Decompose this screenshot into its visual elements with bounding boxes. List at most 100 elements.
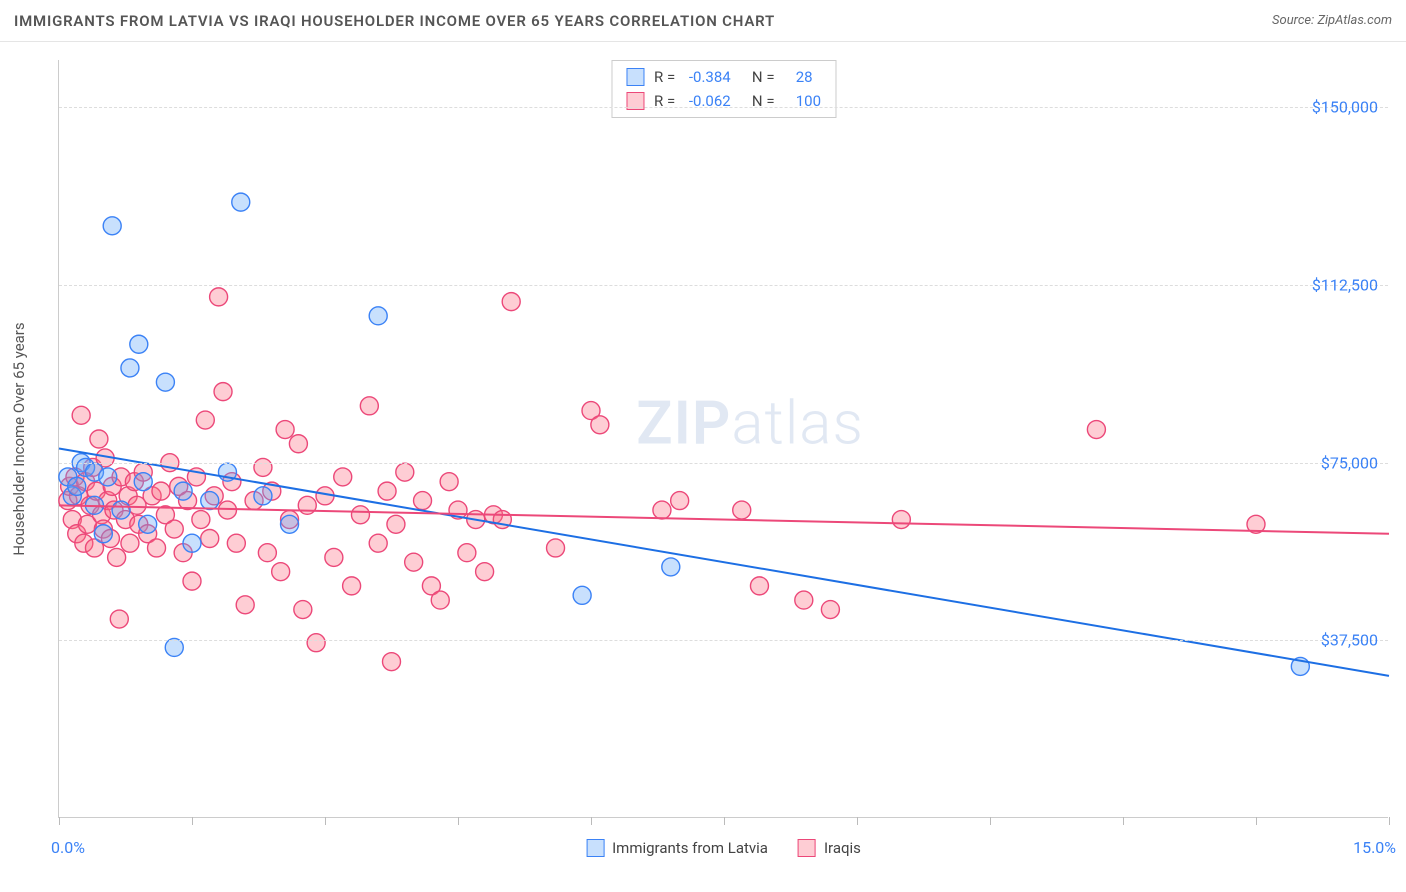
x-tick — [591, 817, 592, 825]
data-point — [821, 601, 839, 619]
data-point — [396, 463, 414, 481]
data-point — [360, 397, 378, 415]
data-point — [653, 501, 671, 519]
chart-title: IMMIGRANTS FROM LATVIA VS IRAQI HOUSEHOL… — [14, 12, 775, 30]
legend-item: Immigrants from Latvia — [586, 839, 768, 857]
data-point — [201, 529, 219, 547]
data-point — [733, 501, 751, 519]
data-point — [130, 335, 148, 353]
data-point — [174, 482, 192, 500]
stat-r-label: R = — [654, 65, 679, 89]
source-name: ZipAtlas.com — [1317, 13, 1392, 28]
data-point — [591, 416, 609, 434]
gridline — [59, 463, 1388, 464]
data-point — [547, 539, 565, 557]
data-point — [121, 359, 139, 377]
data-point — [334, 468, 352, 486]
data-point — [671, 492, 689, 510]
stat-n-label: N = — [741, 89, 779, 113]
data-point — [148, 539, 166, 557]
data-point — [458, 544, 476, 562]
legend-label: Immigrants from Latvia — [612, 839, 768, 857]
data-point — [440, 473, 458, 491]
data-point — [383, 653, 401, 671]
x-tick — [192, 817, 193, 825]
legend-label: Iraqis — [824, 839, 861, 857]
data-point — [1087, 421, 1105, 439]
data-point — [254, 458, 272, 476]
data-point — [139, 515, 157, 533]
data-point — [165, 520, 183, 538]
data-point — [192, 511, 210, 529]
y-axis-title: Householder Income Over 65 years — [10, 322, 28, 555]
data-point — [369, 307, 387, 325]
legend-swatch — [626, 68, 644, 86]
x-tick — [59, 817, 60, 825]
data-point — [343, 577, 361, 595]
x-tick — [1256, 817, 1257, 825]
data-point — [134, 473, 152, 491]
source-prefix: Source: — [1272, 13, 1317, 28]
gridline — [59, 285, 1388, 286]
stat-n-label: N = — [741, 65, 779, 89]
x-tick — [990, 817, 991, 825]
y-tick-label: $112,500 — [1312, 276, 1378, 295]
stats-row: R = -0.062 N = 100 — [626, 89, 821, 113]
data-point — [254, 487, 272, 505]
data-point — [103, 217, 121, 235]
data-point — [227, 534, 245, 552]
x-tick — [458, 817, 459, 825]
data-point — [99, 468, 117, 486]
data-point — [236, 596, 254, 614]
legend-swatch — [586, 839, 604, 857]
data-point — [108, 548, 126, 566]
data-point — [369, 534, 387, 552]
stat-r-label: R = — [654, 89, 679, 113]
data-point — [289, 435, 307, 453]
data-point — [112, 501, 130, 519]
data-point — [156, 373, 174, 391]
x-axis-min-label: 0.0% — [51, 838, 85, 857]
y-tick-label: $75,000 — [1321, 453, 1378, 472]
data-point — [94, 525, 112, 543]
x-tick — [857, 817, 858, 825]
data-point — [210, 288, 228, 306]
legend-swatch — [798, 839, 816, 857]
data-point — [387, 515, 405, 533]
data-point — [276, 421, 294, 439]
x-tick — [325, 817, 326, 825]
data-point — [68, 477, 86, 495]
data-point — [378, 482, 396, 500]
data-point — [662, 558, 680, 576]
trend-line — [59, 505, 1389, 533]
data-point — [218, 501, 236, 519]
chart-plot-area: Householder Income Over 65 years ZIPatla… — [58, 60, 1388, 818]
data-point — [152, 482, 170, 500]
data-point — [431, 591, 449, 609]
data-point — [201, 492, 219, 510]
data-point — [214, 383, 232, 401]
data-point — [750, 577, 768, 595]
data-point — [325, 548, 343, 566]
data-point — [795, 591, 813, 609]
x-tick — [724, 817, 725, 825]
data-point — [307, 634, 325, 652]
data-point — [110, 610, 128, 628]
data-point — [405, 553, 423, 571]
data-point — [72, 406, 90, 424]
data-point — [294, 601, 312, 619]
data-point — [414, 492, 432, 510]
data-point — [183, 534, 201, 552]
data-point — [121, 534, 139, 552]
stat-r-value: -0.062 — [689, 89, 731, 113]
data-point — [476, 563, 494, 581]
y-tick-label: $37,500 — [1321, 631, 1378, 650]
source-label: Source: ZipAtlas.com — [1272, 13, 1392, 28]
gridline — [59, 107, 1388, 108]
series-legend: Immigrants from Latvia Iraqis — [586, 839, 861, 857]
x-axis-max-label: 15.0% — [1353, 838, 1396, 857]
stat-r-value: -0.384 — [689, 65, 731, 89]
stat-n-value: 28 — [788, 65, 812, 89]
data-point — [351, 506, 369, 524]
correlation-stats-box: R = -0.384 N = 28R = -0.062 N = 100 — [611, 60, 836, 118]
